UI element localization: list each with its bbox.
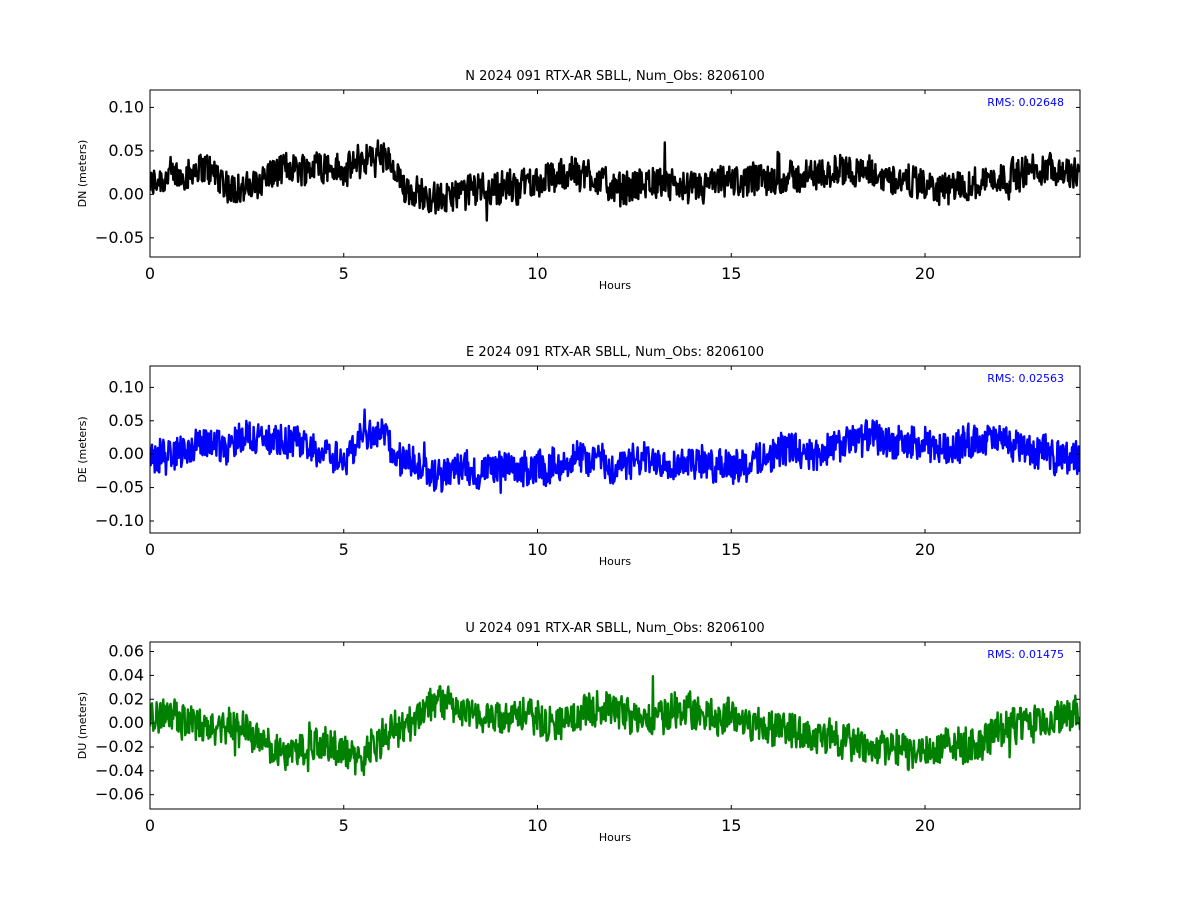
rms-annotation: RMS: 0.01475	[987, 648, 1064, 661]
xtick-label: 15	[721, 540, 741, 559]
ytick-label: −0.02	[95, 737, 144, 756]
xtick-label: 20	[915, 540, 935, 559]
series-line-0-0	[150, 139, 1080, 222]
rms-annotation: RMS: 0.02563	[987, 372, 1064, 385]
ytick-label: 0.00	[108, 184, 144, 203]
series-line-1-0	[150, 408, 1080, 494]
panel-0: 0 5 10 15 20 −0.05 0.00 0.05 0.10 N 2024 091 RTX-…	[76, 69, 1081, 292]
chart-title: U 2024 091 RTX-AR SBLL, Num_Obs: 8206100	[465, 621, 764, 636]
axes-frame-1	[149, 365, 1081, 534]
ytick-label: −0.05	[95, 478, 144, 497]
ytick-label: 0.06	[108, 642, 144, 661]
series-line-2-0	[150, 675, 1080, 777]
xtick-label: 20	[915, 264, 935, 283]
x-axis-label: Hours	[599, 831, 631, 844]
y-axis-label: DU (meters)	[76, 692, 89, 759]
panel-1: 0 5 10 15 20 −0.10 −0.05 0.00 0.05 0.10 E 2024 091…	[76, 345, 1081, 568]
xtick-label: 5	[339, 264, 349, 283]
ytick-label: 0.10	[108, 97, 144, 116]
xtick-label: 0	[145, 264, 155, 283]
xtick-label: 15	[721, 264, 741, 283]
ytick-label: −0.10	[95, 511, 144, 530]
x-axis-label: Hours	[599, 555, 631, 568]
ytick-label: −0.05	[95, 228, 144, 247]
y-axis-label: DE (meters)	[76, 416, 89, 482]
ytick-label: 0.04	[108, 665, 144, 684]
xtick-label: 0	[145, 540, 155, 559]
xtick-label: 10	[527, 540, 547, 559]
ytick-label: 0.00	[108, 444, 144, 463]
axes-frame-2	[149, 641, 1081, 810]
axes-frame-0	[149, 89, 1081, 258]
x-axis-label: Hours	[599, 279, 631, 292]
chart-title: N 2024 091 RTX-AR SBLL, Num_Obs: 8206100	[465, 69, 764, 84]
y-axis-label: DN (meters)	[76, 140, 89, 208]
rms-annotation: RMS: 0.02648	[987, 96, 1064, 109]
ytick-label: 0.05	[108, 411, 144, 430]
xtick-label: 15	[721, 816, 741, 835]
chart-title: E 2024 091 RTX-AR SBLL, Num_Obs: 8206100	[466, 345, 764, 360]
panel-2: 0 5 10 15 20 −0.06 −0.04 −0.02 0.00 0.02 0.04 0.06 U…	[76, 621, 1081, 844]
xtick-label: 10	[527, 264, 547, 283]
ytick-label: 0.00	[108, 713, 144, 732]
xtick-label: 5	[339, 816, 349, 835]
ytick-label: −0.06	[95, 785, 144, 804]
ytick-label: 0.02	[108, 689, 144, 708]
xtick-label: 10	[527, 816, 547, 835]
ytick-label: −0.04	[95, 761, 144, 780]
xtick-label: 5	[339, 540, 349, 559]
xtick-label: 0	[145, 816, 155, 835]
ytick-label: 0.10	[108, 377, 144, 396]
ytick-label: 0.05	[108, 141, 144, 160]
xtick-label: 20	[915, 816, 935, 835]
